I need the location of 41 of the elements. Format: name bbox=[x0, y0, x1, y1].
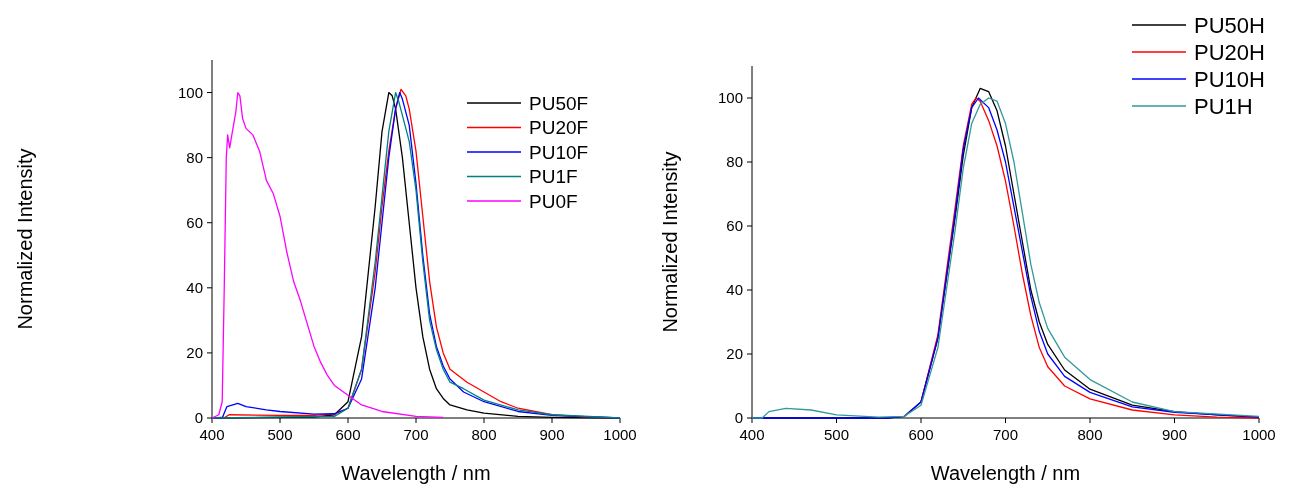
line-series bbox=[920, 97, 1260, 419]
y-tick-label: 40 bbox=[186, 278, 203, 296]
y-tick-label: 100 bbox=[177, 83, 203, 101]
x-axis-title: Wavelength / nm bbox=[930, 462, 1081, 484]
x-axis-title: Wavelength / nm bbox=[341, 462, 491, 484]
legend-label: PU20H bbox=[1194, 39, 1265, 65]
y-tick-label: 20 bbox=[726, 345, 743, 362]
x-tick-label: 800 bbox=[1077, 426, 1103, 443]
y-tick-label: 60 bbox=[726, 217, 743, 234]
y-tick-label: 20 bbox=[186, 343, 203, 361]
x-tick-label: 400 bbox=[199, 426, 225, 443]
x-tick-label: 700 bbox=[403, 426, 429, 443]
y-tick-label: 40 bbox=[726, 281, 743, 298]
x-tick-label: 800 bbox=[471, 426, 497, 443]
x-tick-label: 700 bbox=[992, 426, 1019, 443]
y-tick-label: 60 bbox=[186, 213, 203, 231]
legend-label: PU1H bbox=[1194, 93, 1253, 119]
y-axis-title: Normalized Intensity bbox=[659, 151, 681, 333]
legend-label: PU1F bbox=[529, 166, 578, 188]
x-tick-label: 1000 bbox=[1242, 426, 1276, 443]
x-tick-label: 600 bbox=[335, 426, 361, 443]
y-axis-title: Normalized Intensity bbox=[14, 148, 36, 330]
y-tick-label: 100 bbox=[717, 89, 743, 106]
y-tick-label: 80 bbox=[726, 153, 743, 170]
x-tick-label: 400 bbox=[739, 426, 765, 443]
x-tick-label: 500 bbox=[267, 426, 293, 443]
y-tick-label: 0 bbox=[734, 409, 743, 426]
legend-label: PU10F bbox=[529, 141, 589, 163]
x-tick-label: 900 bbox=[539, 426, 565, 443]
legend-label: PU50H bbox=[1194, 12, 1265, 38]
x-tick-label: 900 bbox=[1161, 426, 1188, 443]
legend-label: PU0F bbox=[529, 190, 578, 212]
x-tick-label: 600 bbox=[908, 426, 934, 443]
y-tick-label: 80 bbox=[186, 148, 203, 166]
x-tick-label: 1000 bbox=[603, 426, 637, 443]
legend-label: PU20F bbox=[529, 117, 589, 139]
legend-label: PU50F bbox=[529, 92, 589, 114]
legend-label: PU10H bbox=[1194, 66, 1265, 92]
x-tick-label: 500 bbox=[823, 426, 850, 443]
line-series bbox=[211, 91, 444, 419]
y-tick-label: 0 bbox=[194, 409, 203, 426]
